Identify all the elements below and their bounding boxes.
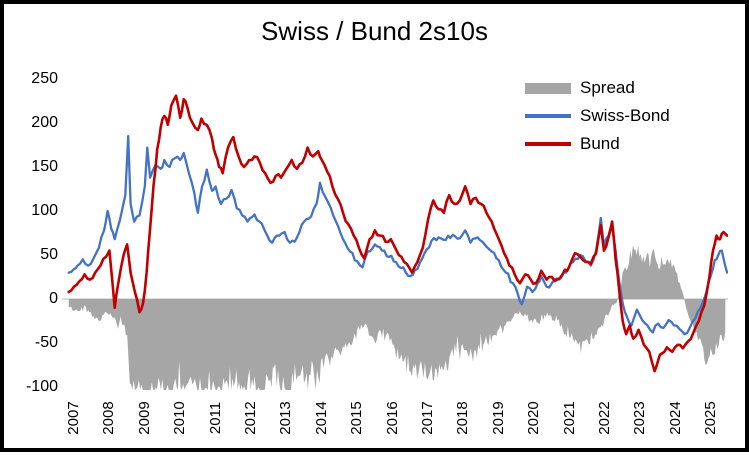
x-tick-label-2016: 2016 (383, 401, 401, 435)
x-tick-label-2010: 2010 (171, 401, 189, 435)
x-tick-label-2021: 2021 (560, 401, 578, 435)
x-tick-label-2007: 2007 (65, 401, 82, 435)
y-tick-label-150: 150 (31, 158, 58, 175)
legend-label: Spread (580, 78, 635, 97)
legend-item-bund: Bund (525, 130, 670, 158)
legend-label: Swiss-Bond (580, 106, 670, 125)
x-tick-label-2009: 2009 (135, 401, 153, 435)
chart-plot (62, 94, 728, 390)
legend-label: Bund (580, 134, 620, 153)
x-tick-label-2019: 2019 (489, 401, 507, 435)
x-tick-label-2014: 2014 (312, 401, 330, 435)
series-bund-line (67, 94, 728, 373)
x-tick-label-2015: 2015 (348, 401, 366, 435)
x-tick-label-2025: 2025 (702, 401, 720, 435)
x-tick-label-2020: 2020 (525, 401, 543, 435)
y-tick-label--100: -100 (25, 378, 58, 395)
y-tick-label--50: -50 (34, 334, 58, 351)
legend: Spread Swiss-Bond Bund (525, 74, 670, 158)
y-tick-label-50: 50 (40, 246, 58, 263)
x-tick-label-2023: 2023 (631, 401, 649, 435)
x-tick-label-2012: 2012 (242, 401, 259, 435)
x-tick-label-2013: 2013 (277, 401, 295, 435)
x-tick-label-2022: 2022 (596, 401, 613, 435)
x-tick-label-2024: 2024 (666, 401, 684, 435)
x-tick-label-2008: 2008 (100, 401, 118, 435)
x-tick-label-2018: 2018 (454, 401, 472, 435)
legend-swatch-spread-icon (525, 82, 571, 94)
legend-item-spread: Spread (525, 74, 670, 102)
y-tick-label-0: 0 (49, 290, 58, 307)
legend-swatch-bund-icon (525, 142, 571, 146)
legend-swatch-swiss-bond-icon (525, 114, 571, 118)
x-tick-label-2011: 2011 (206, 401, 224, 435)
y-tick-label-250: 250 (31, 70, 58, 87)
y-tick-label-100: 100 (31, 202, 58, 219)
legend-item-swiss-bond: Swiss-Bond (525, 102, 670, 130)
series-spread-area (68, 244, 726, 390)
x-tick-label-2017: 2017 (419, 401, 436, 435)
chart-title: Swiss / Bund 2s10s (261, 16, 488, 46)
y-tick-label-200: 200 (31, 114, 58, 131)
